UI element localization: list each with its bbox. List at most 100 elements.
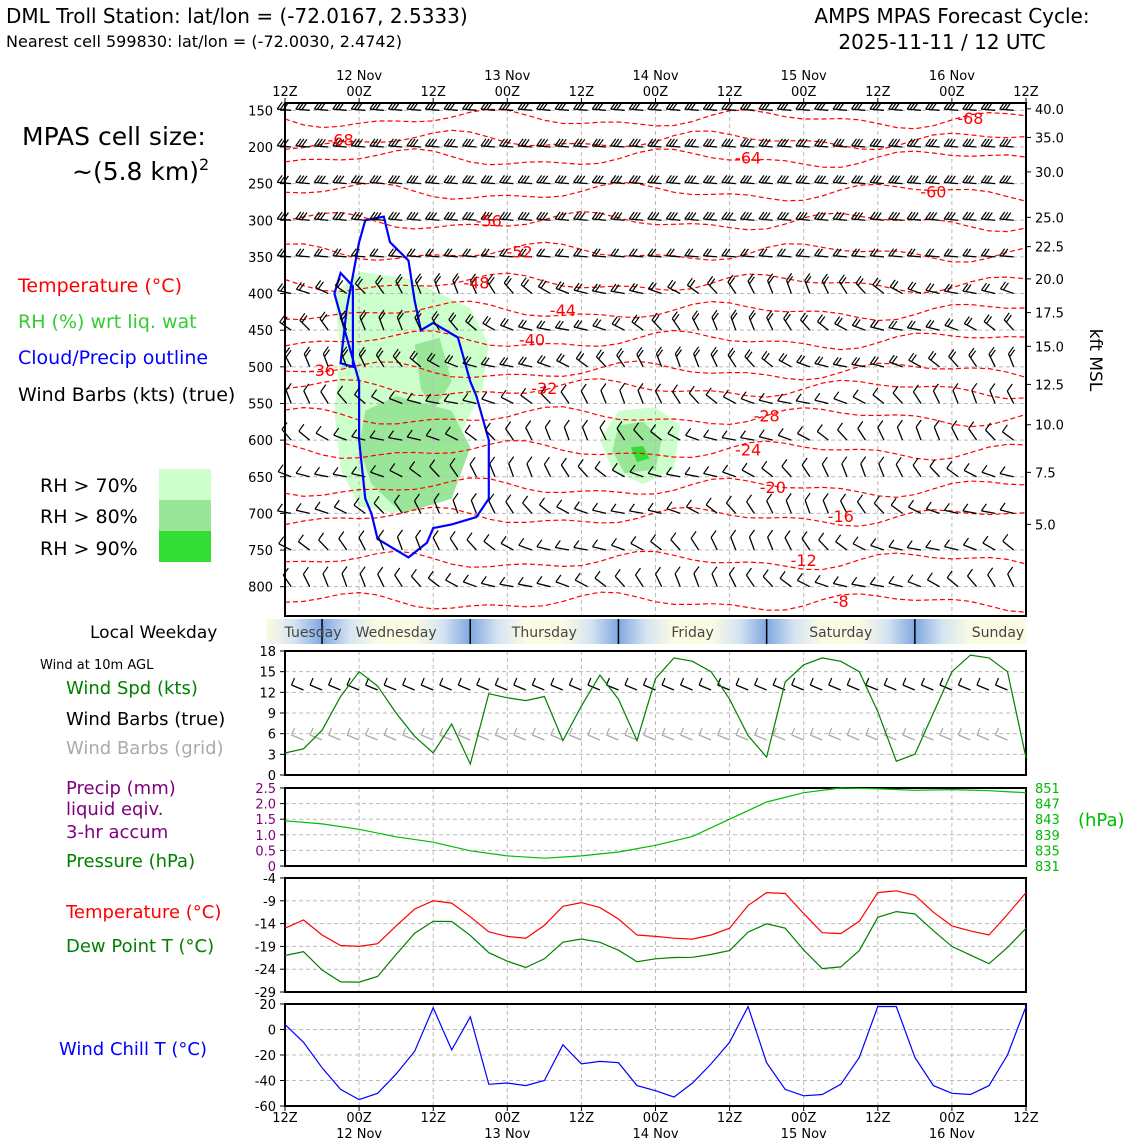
wind-barb-flag [295, 502, 302, 511]
wind-barb-flag [944, 318, 951, 326]
wind-barb-flag [746, 351, 753, 360]
wind-barb-flag [1006, 383, 1013, 392]
wind-barb [413, 500, 422, 514]
wind-barb-flag [276, 248, 283, 257]
wind-barb [377, 536, 385, 551]
wind-barb-flag [776, 211, 783, 220]
wind-barb-flag [539, 175, 546, 184]
wind-barb-flag [573, 211, 580, 220]
wind-barb [314, 218, 329, 221]
wind-barb [610, 255, 625, 258]
wind-barb-flag [740, 430, 746, 438]
wind-barb-flag [335, 248, 342, 257]
pressure-tick-label: 450 [248, 324, 273, 339]
wind-barb-flag [665, 175, 672, 183]
wind-barb-flag [746, 175, 752, 184]
sfc-wind-barb [939, 684, 953, 691]
temp-contour-label: -24 [735, 440, 761, 459]
wind-barb-flag [999, 466, 1006, 474]
wind-barb-flag [857, 212, 864, 220]
wind-barb-flag [838, 175, 845, 184]
wind-barb-flag [295, 138, 302, 147]
main-axes: 1502002503003504004505005506006507007508… [248, 69, 1105, 596]
grid-wind-barb-flag [513, 727, 518, 736]
sfc-wind-barb [569, 684, 582, 691]
wind-barb-flag [315, 425, 322, 434]
pressure-tick-label: 200 [248, 141, 273, 156]
bottom-date-label: 12 Nov [336, 1127, 382, 1140]
wind-barb-flag [517, 319, 524, 328]
wind-barb [358, 353, 366, 368]
wind-barb-flag [674, 566, 681, 575]
sfc-wind-barb [309, 684, 323, 691]
wind-barb [518, 544, 533, 551]
weekday-name: Friday [671, 625, 713, 641]
wind-barb [907, 581, 922, 588]
wind-barb [896, 426, 904, 441]
wind-barb-flag [761, 350, 768, 359]
wind-barb [629, 181, 644, 185]
wind-barb-flag [486, 175, 493, 184]
sfc-wind-barb [698, 684, 712, 691]
wind-barb [483, 540, 496, 551]
wind-barb-flag [801, 531, 808, 539]
wind-barb [462, 181, 477, 185]
wind-barb-flag [931, 212, 938, 220]
wind-barb-flag [817, 175, 823, 184]
wind-barb-flag [965, 175, 972, 184]
grid-wind-barb [661, 734, 675, 741]
sfc-wind-barb [661, 684, 675, 691]
sfc-wind-barb-flag [939, 677, 944, 686]
wind-barb-flag [610, 175, 617, 183]
wind-barb [962, 108, 977, 111]
wind-barb-flag [647, 281, 654, 290]
wind-barb [580, 390, 589, 404]
grid-wind-barb-flag [439, 727, 444, 736]
wind-barb-flag [394, 212, 400, 220]
wind-barb-flag [668, 138, 675, 147]
wind-barb-flag [629, 464, 636, 473]
wind-barb [967, 575, 978, 588]
wind-barb-flag [616, 212, 623, 220]
cell-size-main: ~(5.8 km) [72, 157, 199, 186]
wind-barb-flag [906, 540, 913, 548]
wind-barb [318, 539, 329, 551]
wind-barb [480, 255, 496, 258]
wind-barb [577, 465, 589, 478]
wind-barb [703, 108, 718, 111]
wind-barb-flag [780, 211, 786, 220]
grid-wind-barb-flag [717, 727, 722, 736]
wind-barb-flag [962, 211, 969, 220]
wind-barb [962, 218, 977, 221]
y-tick-label: -60 [255, 1100, 276, 1115]
wind-barb-flag [539, 320, 546, 329]
wind-barb-flag [353, 248, 360, 257]
wind-barb [429, 466, 440, 478]
wind-barb-flag [597, 138, 604, 147]
wind-barb-flag [691, 310, 698, 319]
wind-barb-flag [500, 389, 507, 398]
wind-barb-flag [480, 211, 487, 220]
wind-barb-flag [341, 313, 348, 321]
wind-barb-flag [295, 248, 302, 257]
kft-tick-label: 7.5 [1035, 466, 1056, 481]
sfc-wind-barb-flag [902, 677, 907, 686]
pressure-tick-label: 847 [1035, 798, 1060, 813]
wind-barb-flag [965, 138, 972, 147]
wind-barb-flag [594, 460, 601, 469]
wind-barb [654, 573, 663, 587]
wind-barb [396, 316, 403, 331]
rh-80-area-3 [414, 337, 452, 411]
wind-barb-flag [332, 175, 339, 183]
wind-barb [915, 426, 922, 441]
wind-barb-flag [314, 466, 320, 475]
wind-barb-flag [554, 138, 561, 147]
wind-barb-flag [544, 419, 551, 428]
wind-barb-flag [443, 138, 450, 147]
wind-barb [518, 363, 533, 368]
wind-barb [999, 181, 1014, 185]
wind-barb-flag [390, 175, 397, 184]
wind-barb-flag [557, 248, 564, 257]
wind-barb [499, 218, 514, 221]
wind-barb-flag [721, 430, 728, 438]
